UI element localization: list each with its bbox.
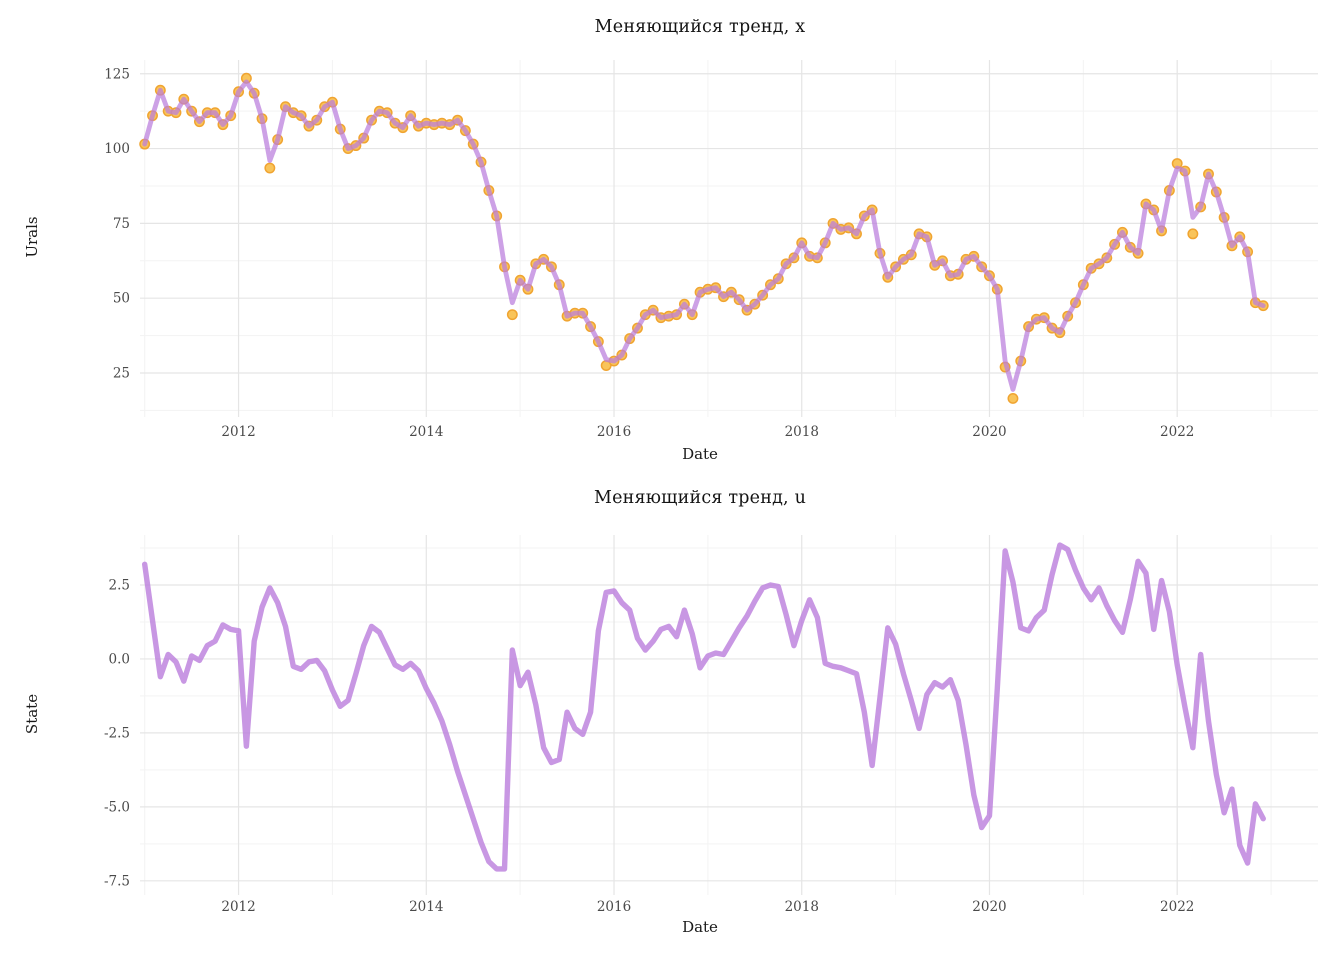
top-chart-x-axis-title: Date xyxy=(682,445,718,463)
y-tick-label: -7.5 xyxy=(104,873,130,889)
x-tick-label: 2022 xyxy=(1160,899,1194,915)
y-tick-label: 125 xyxy=(104,66,130,82)
top-chart-plot-area: 2012 2014 2016 2018 2020 2022 125 100 75 50 25 xyxy=(104,60,1318,440)
x-tick-label: 2016 xyxy=(597,899,631,915)
top-chart-title: Меняющийся тренд, x xyxy=(594,17,806,37)
x-tick-label: 2014 xyxy=(409,899,443,915)
y-tick-label: 50 xyxy=(113,291,130,307)
tick-labels: 2012 2014 2016 2018 2020 2022 2.5 0.0 -2.5 -5.0 -7… xyxy=(104,577,1194,915)
y-tick-label: 75 xyxy=(113,216,130,232)
top-chart-y-axis-title: Urals xyxy=(23,216,41,258)
tick-labels: 2012 2014 2016 2018 2020 2022 125 100 75 50 25 xyxy=(104,66,1194,440)
bottom-chart-panel: 2012 2014 2016 2018 2020 2022 2.5 0.0 -2.5 -5.0 -7… xyxy=(0,480,1344,960)
x-tick-label: 2020 xyxy=(972,899,1006,915)
bottom-chart-y-axis-title: State xyxy=(23,693,41,735)
state-line xyxy=(141,542,1266,872)
grid-minor xyxy=(140,60,1318,417)
y-tick-label: 0.0 xyxy=(109,651,130,667)
grid-major xyxy=(140,60,1318,417)
grid-major xyxy=(140,535,1318,895)
trend-line xyxy=(142,79,1266,392)
x-tick-label: 2016 xyxy=(597,424,631,440)
y-tick-label: 2.5 xyxy=(109,577,130,593)
x-tick-label: 2012 xyxy=(221,424,255,440)
bottom-chart-title: Меняющийся тренд, u xyxy=(593,488,807,508)
y-tick-label: -2.5 xyxy=(104,725,130,741)
x-tick-label: 2018 xyxy=(785,899,819,915)
bottom-chart-x-axis-title: Date xyxy=(682,918,718,936)
y-tick-label: -5.0 xyxy=(104,799,130,815)
x-tick-label: 2020 xyxy=(972,424,1006,440)
top-chart-panel: 2012 2014 2016 2018 2020 2022 125 100 75 50 25 Мен… xyxy=(23,17,1318,463)
bottom-chart-plot-area: 2012 2014 2016 2018 2020 2022 2.5 0.0 -2.5 -5.0 -7… xyxy=(104,535,1318,915)
x-tick-label: 2014 xyxy=(409,424,443,440)
x-tick-label: 2018 xyxy=(785,424,819,440)
y-tick-label: 100 xyxy=(104,141,130,157)
x-tick-label: 2012 xyxy=(221,899,255,915)
grid-minor xyxy=(140,535,1318,895)
x-tick-label: 2022 xyxy=(1160,424,1194,440)
y-tick-label: 25 xyxy=(113,366,130,382)
